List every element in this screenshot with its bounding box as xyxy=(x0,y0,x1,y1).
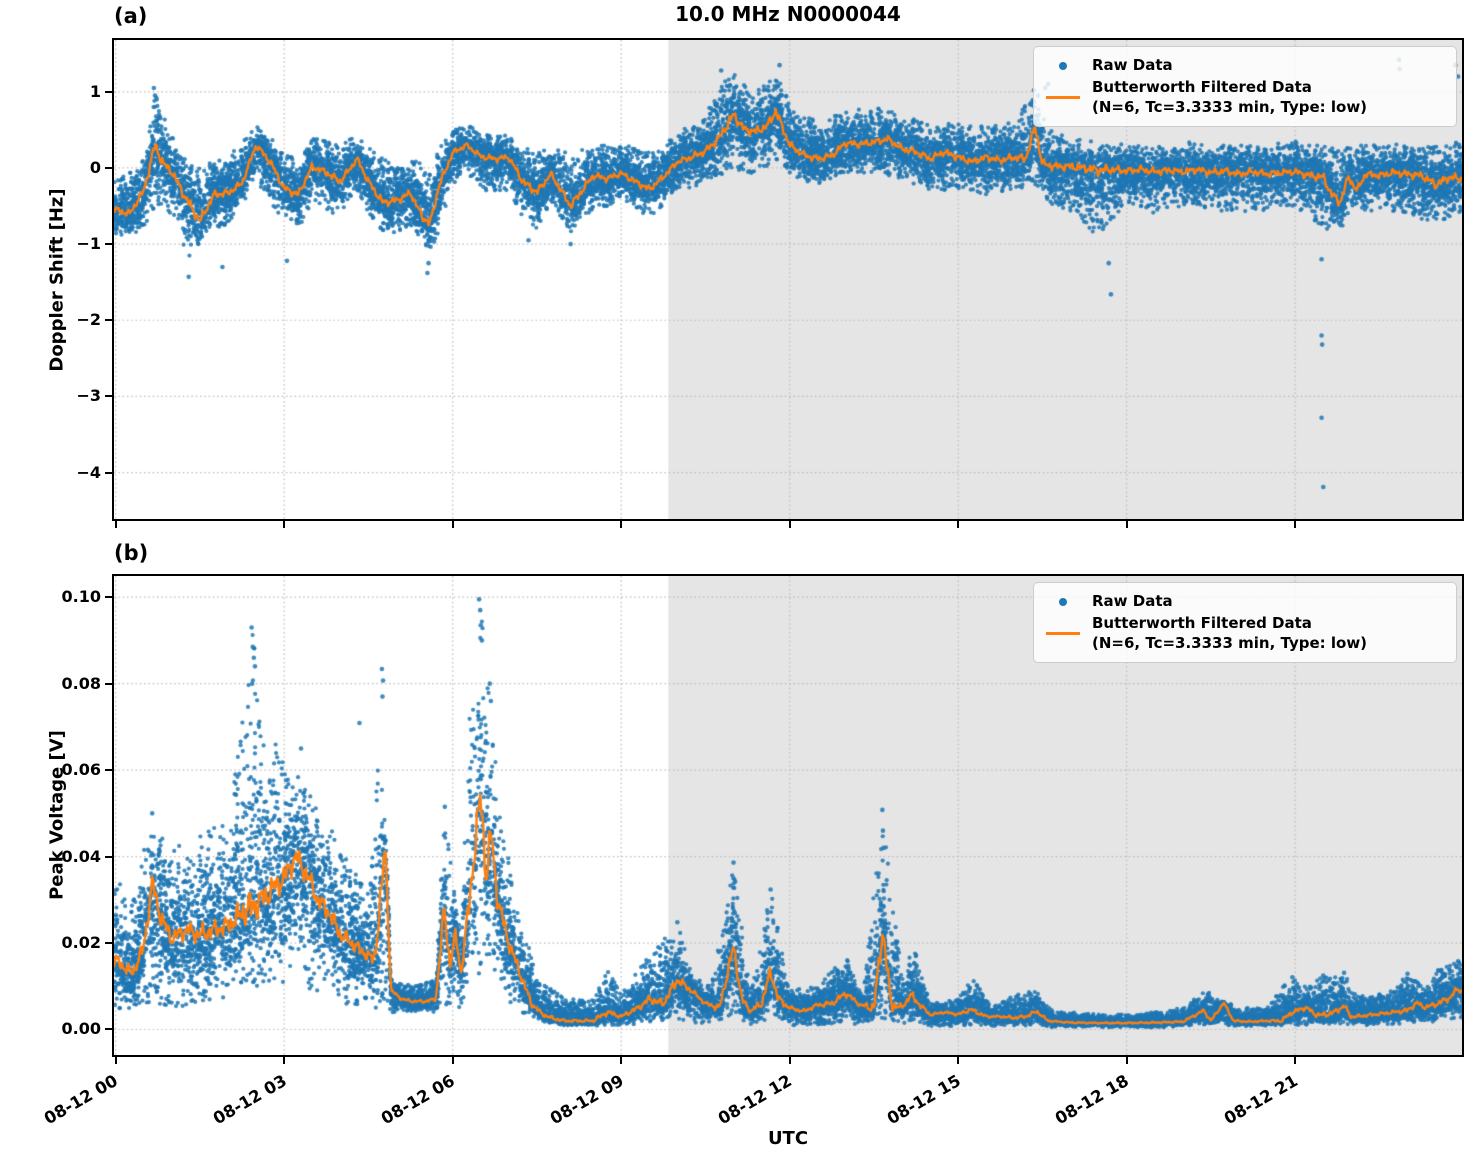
legend-filtered-params: (N=6, Tc=3.3333 min, Type: low) xyxy=(1092,97,1368,116)
plot-area-a: Raw Data Butterworth Filtered Data (N=6,… xyxy=(112,38,1464,521)
x-tick xyxy=(451,1057,454,1064)
legend-raw-label: Raw Data xyxy=(1092,592,1173,610)
x-tick xyxy=(283,521,286,528)
y-tick-label: 0.10 xyxy=(61,587,101,607)
y-tick-label: −4 xyxy=(76,462,101,482)
panel-a-label: (a) xyxy=(114,4,148,28)
y-tick xyxy=(105,471,112,474)
x-tick xyxy=(114,1057,117,1064)
x-tick xyxy=(788,1057,791,1064)
legend-row-raw: Raw Data xyxy=(1034,56,1446,76)
x-tick xyxy=(1125,1057,1128,1064)
y-axis-label-doppler: Doppler Shift [Hz] xyxy=(46,188,68,372)
y-tick xyxy=(105,682,112,685)
legend-row-raw: Raw Data xyxy=(1034,592,1446,612)
x-tick-label-text: 08-12 12 xyxy=(715,1071,796,1129)
figure-title: 10.0 MHz N0000044 xyxy=(675,2,901,26)
x-tick xyxy=(1125,521,1128,528)
x-tick-label-text: 08-12 18 xyxy=(1052,1071,1133,1129)
raw-data-marker-icon xyxy=(1059,61,1067,70)
legend-filtered-label: Butterworth Filtered Data xyxy=(1092,613,1312,632)
y-tick xyxy=(105,395,112,398)
x-tick xyxy=(451,521,454,528)
y-tick-label: 0.02 xyxy=(61,933,101,953)
y-tick-label: −2 xyxy=(76,310,101,330)
y-tick xyxy=(105,319,112,322)
x-axis-label: UTC xyxy=(767,1128,809,1149)
legend-raw-label: Raw Data xyxy=(1092,56,1173,74)
x-tick-label-text: 08-12 03 xyxy=(209,1071,290,1129)
filtered-line-marker-icon xyxy=(1046,632,1080,636)
y-tick xyxy=(105,1028,112,1031)
x-tick xyxy=(957,521,960,528)
y-tick-label: 0 xyxy=(89,157,101,177)
x-tick-label-text: 08-12 06 xyxy=(378,1071,459,1129)
x-tick xyxy=(620,521,623,528)
legend-filtered-params: (N=6, Tc=3.3333 min, Type: low) xyxy=(1092,633,1368,652)
y-tick-label: 0.06 xyxy=(61,760,101,780)
y-tick-label: 0.04 xyxy=(61,846,101,866)
legend-b: Raw Data Butterworth Filtered Data (N=6,… xyxy=(1033,582,1457,664)
legend-a: Raw Data Butterworth Filtered Data (N=6,… xyxy=(1033,46,1457,128)
raw-data-marker-icon xyxy=(1059,597,1067,606)
x-tick-label-text: 08-12 21 xyxy=(1220,1071,1301,1129)
y-tick xyxy=(105,243,112,246)
y-axis-label-voltage: Peak Voltage [V] xyxy=(46,730,68,900)
y-tick xyxy=(105,166,112,169)
x-tick-label-text: 08-12 15 xyxy=(883,1071,964,1129)
x-tick-label-text: 08-12 00 xyxy=(41,1071,122,1129)
y-tick xyxy=(105,942,112,945)
y-tick-label: 0.00 xyxy=(61,1019,101,1039)
x-tick xyxy=(957,1057,960,1064)
x-tick xyxy=(1294,1057,1297,1064)
x-tick-label-text: 08-12 09 xyxy=(546,1071,627,1129)
panel-b-label: (b) xyxy=(114,541,149,565)
x-tick xyxy=(620,1057,623,1064)
filtered-line-marker-icon xyxy=(1046,96,1080,100)
x-tick xyxy=(114,521,117,528)
y-tick-label: −3 xyxy=(76,386,101,406)
legend-row-filtered: Butterworth Filtered Data (N=6, Tc=3.333… xyxy=(1034,614,1446,654)
y-tick xyxy=(105,769,112,772)
x-tick xyxy=(788,521,791,528)
y-tick xyxy=(105,90,112,93)
y-tick-label: 0.08 xyxy=(61,673,101,693)
y-tick-label: 1 xyxy=(89,81,101,101)
y-tick-label: −1 xyxy=(76,234,101,254)
x-tick xyxy=(283,1057,286,1064)
x-tick xyxy=(1294,521,1297,528)
plot-area-b: Raw Data Butterworth Filtered Data (N=6,… xyxy=(112,574,1464,1057)
y-tick xyxy=(105,855,112,858)
legend-filtered-label: Butterworth Filtered Data xyxy=(1092,77,1312,96)
y-tick xyxy=(105,596,112,599)
legend-row-filtered: Butterworth Filtered Data (N=6, Tc=3.333… xyxy=(1034,78,1446,118)
